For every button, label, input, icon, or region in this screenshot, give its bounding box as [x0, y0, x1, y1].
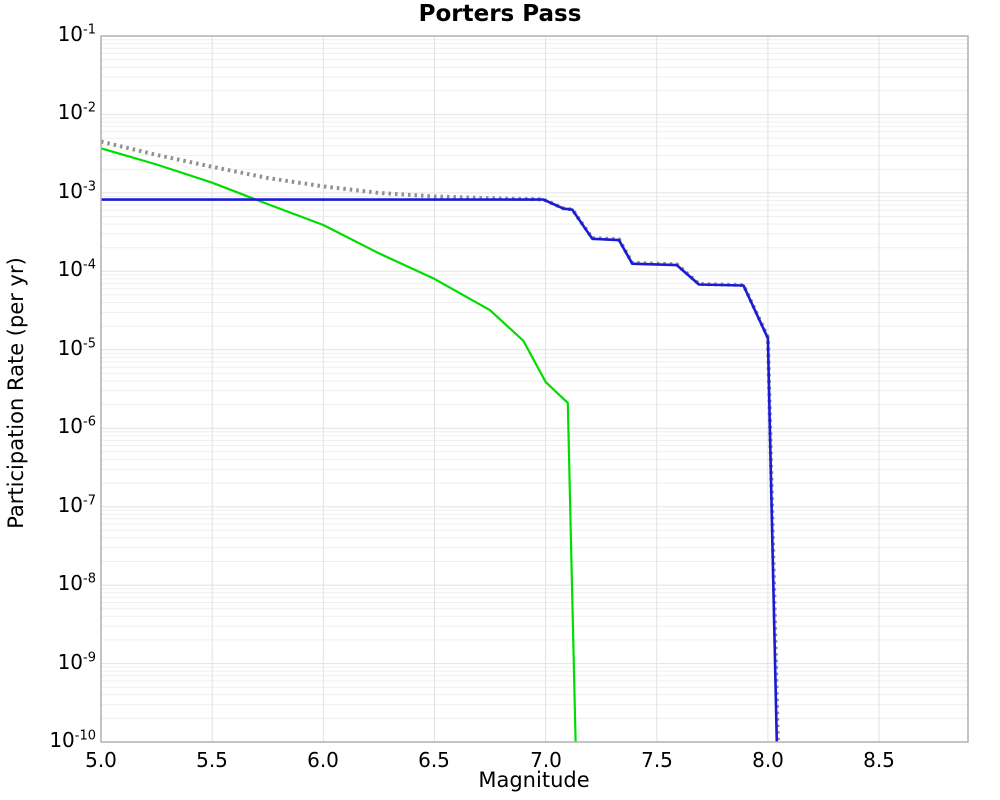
y-axis-title: Participation Rate (per yr): [4, 257, 28, 529]
y-tick-label: 10-7: [57, 493, 96, 517]
x-tick-label: 8.5: [863, 748, 895, 772]
chart-title: Porters Pass: [418, 1, 582, 27]
y-tick-label: 10-2: [57, 100, 96, 124]
y-tick-label: 10-5: [57, 336, 96, 360]
series-characteristic-blue: [101, 198, 779, 743]
y-tick-label: 10-1: [57, 22, 96, 46]
y-tick-label: 10-8: [57, 571, 96, 595]
series-gutenberg-richter-green: [100, 147, 577, 743]
x-tick-label: 8.0: [752, 748, 784, 772]
y-tick-label: 10-10: [49, 728, 96, 752]
y-tick-label: 10-4: [57, 257, 96, 281]
x-tick-label: 7.0: [530, 748, 562, 772]
plot-frame: [100, 35, 969, 743]
y-tick-label: 10-9: [57, 650, 96, 674]
x-tick-label: 6.0: [307, 748, 339, 772]
y-tick-label: 10-6: [57, 414, 96, 438]
x-tick-label: 6.5: [418, 748, 450, 772]
x-tick-label: 5.5: [196, 748, 228, 772]
series-total-rate-dotted-gray: [100, 139, 780, 743]
x-tick-label: 7.5: [641, 748, 673, 772]
y-tick-label: 10-3: [57, 179, 96, 203]
x-tick-label: 5.0: [85, 748, 117, 772]
x-axis-title: Magnitude: [478, 768, 590, 792]
